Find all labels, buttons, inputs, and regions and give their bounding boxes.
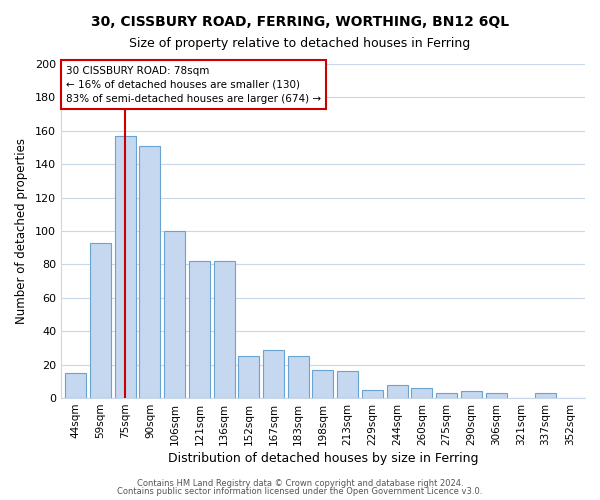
Bar [461,392,482,398]
Bar [436,393,457,398]
Bar [362,390,383,398]
Bar [412,388,433,398]
X-axis label: Distribution of detached houses by size in Ferring: Distribution of detached houses by size … [168,452,478,465]
Bar [288,356,309,398]
Bar [214,261,235,398]
Bar [115,136,136,398]
Bar [337,372,358,398]
Text: Contains HM Land Registry data © Crown copyright and database right 2024.: Contains HM Land Registry data © Crown c… [137,478,463,488]
Bar [313,370,334,398]
Text: Contains public sector information licensed under the Open Government Licence v3: Contains public sector information licen… [118,487,482,496]
Bar [65,373,86,398]
Text: 30 CISSBURY ROAD: 78sqm
← 16% of detached houses are smaller (130)
83% of semi-d: 30 CISSBURY ROAD: 78sqm ← 16% of detache… [66,66,321,104]
Bar [535,393,556,398]
Bar [485,393,506,398]
Text: Size of property relative to detached houses in Ferring: Size of property relative to detached ho… [130,38,470,51]
Bar [238,356,259,398]
Bar [263,350,284,398]
Bar [139,146,160,398]
Bar [164,231,185,398]
Bar [90,242,111,398]
Bar [189,261,210,398]
Y-axis label: Number of detached properties: Number of detached properties [15,138,28,324]
Text: 30, CISSBURY ROAD, FERRING, WORTHING, BN12 6QL: 30, CISSBURY ROAD, FERRING, WORTHING, BN… [91,15,509,29]
Bar [386,384,407,398]
